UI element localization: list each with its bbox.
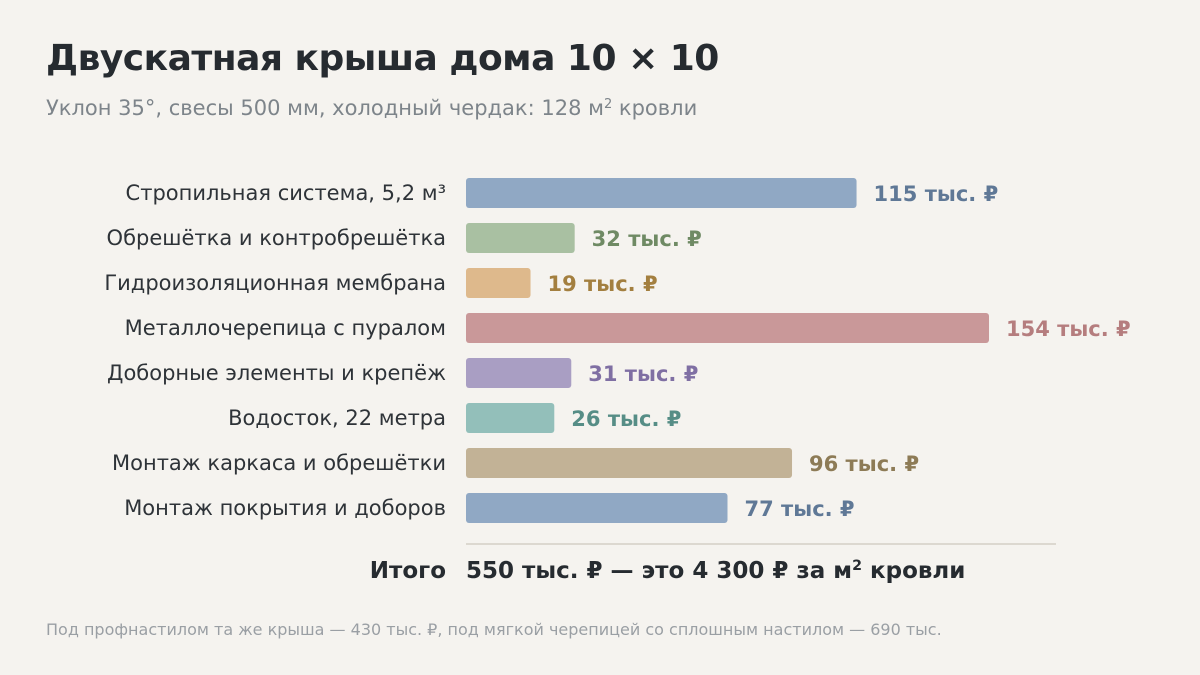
total-superscript: 2 xyxy=(852,558,862,575)
bar-chart: Стропильная система, 5,2 м³ 115 тыс. ₽ Обр… xyxy=(104,178,1131,523)
chart-subtitle: Уклон 35°, свесы 500 мм, холодный чердак… xyxy=(46,96,697,120)
chart-title: Двускатная крыша дома 10 × 10 xyxy=(46,38,719,79)
bar xyxy=(466,358,572,388)
category-label: Обрешётка и контробрешётка xyxy=(107,226,446,250)
bar xyxy=(466,313,989,343)
category-label: Монтаж каркаса и обрешётки xyxy=(112,451,446,475)
total-value: 550 тыс. ₽ — это 4 300 ₽ за м2 кровли xyxy=(466,558,965,584)
category-label: Водосток, 22 метра xyxy=(228,406,446,430)
value-label: 154 тыс. ₽ xyxy=(1006,317,1131,341)
total-divider xyxy=(466,543,1056,545)
category-label: Металлочерепица с пуралом xyxy=(125,316,446,340)
value-label: 115 тыс. ₽ xyxy=(874,182,999,206)
value-label: 77 тыс. ₽ xyxy=(745,497,855,521)
total-row: Итого 550 тыс. ₽ — это 4 300 ₽ за м2 кро… xyxy=(0,558,1200,592)
subtitle-superscript: 2 xyxy=(603,96,613,112)
value-label: 31 тыс. ₽ xyxy=(588,362,698,386)
value-label: 19 тыс. ₽ xyxy=(548,272,658,296)
bar xyxy=(466,403,555,433)
category-label: Стропильная система, 5,2 м³ xyxy=(126,181,446,205)
value-label: 96 тыс. ₽ xyxy=(809,452,919,476)
bar xyxy=(466,448,793,478)
value-label: 32 тыс. ₽ xyxy=(592,227,702,251)
subtitle-text: Уклон 35°, свесы 500 мм, холодный чердак… xyxy=(46,96,604,120)
bar xyxy=(466,493,728,523)
category-label: Монтаж покрытия и доборов xyxy=(124,496,446,520)
bar xyxy=(466,268,531,298)
total-value-tail: кровли xyxy=(861,558,966,584)
total-label: Итого xyxy=(369,558,446,584)
total-value-text: 550 тыс. ₽ — это 4 300 ₽ за м xyxy=(466,558,853,584)
category-label: Гидроизоляционная мембрана xyxy=(104,271,446,295)
bar xyxy=(466,223,575,253)
subtitle-tail: кровли xyxy=(612,96,698,120)
footnote: Под профнастилом та же крыша — 430 тыс. … xyxy=(46,620,942,639)
category-label: Доборные элементы и крепёж xyxy=(107,361,446,385)
bar xyxy=(466,178,857,208)
value-label: 26 тыс. ₽ xyxy=(571,407,681,431)
